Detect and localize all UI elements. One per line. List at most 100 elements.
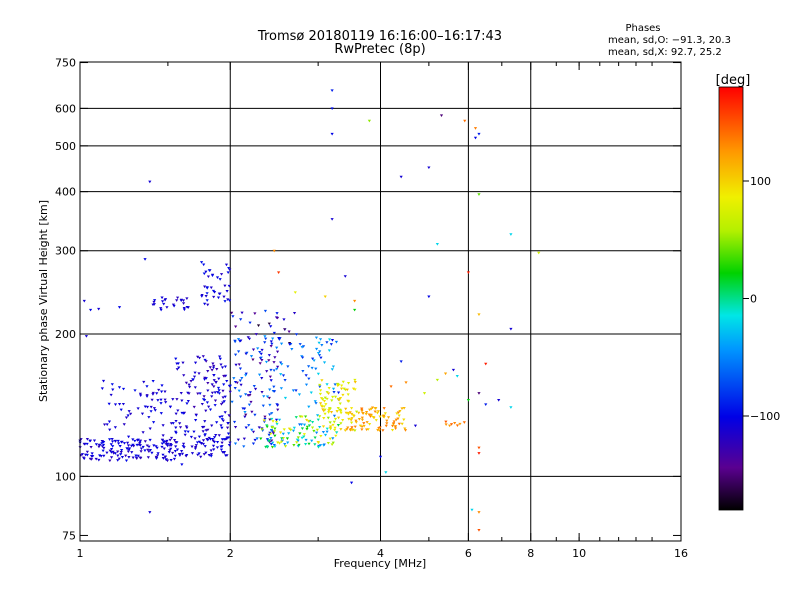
data-point	[203, 420, 207, 423]
data-point	[145, 405, 150, 409]
data-point	[208, 408, 213, 412]
data-point	[267, 396, 271, 400]
data-point	[269, 345, 273, 348]
data-point	[113, 403, 118, 406]
data-point	[292, 426, 296, 430]
data-point	[222, 451, 227, 454]
data-point	[328, 437, 332, 441]
data-point	[477, 446, 481, 450]
data-point	[175, 296, 180, 300]
data-point	[108, 438, 112, 441]
data-point	[319, 434, 323, 438]
data-point	[94, 457, 98, 461]
data-point	[339, 387, 344, 391]
data-point	[117, 402, 122, 406]
data-point	[397, 422, 401, 426]
data-point	[330, 399, 334, 403]
data-point	[331, 437, 335, 440]
data-point	[276, 441, 280, 445]
data-point	[208, 437, 213, 441]
data-point	[203, 433, 207, 436]
data-point	[206, 370, 210, 373]
data-point	[327, 349, 331, 352]
data-point	[222, 295, 226, 299]
data-point	[300, 415, 304, 419]
data-point	[211, 362, 215, 366]
data-point	[324, 403, 328, 406]
data-point	[328, 421, 332, 424]
data-point	[353, 378, 357, 382]
data-point	[248, 391, 252, 394]
data-point	[117, 386, 122, 389]
data-point	[322, 443, 326, 447]
data-point	[392, 422, 396, 425]
data-point	[444, 420, 448, 424]
data-point	[397, 414, 401, 418]
data-point	[298, 432, 302, 436]
data-point	[449, 423, 454, 426]
data-point	[222, 383, 226, 387]
data-point	[125, 447, 129, 450]
data-point	[243, 415, 247, 419]
data-point	[320, 379, 324, 382]
data-point	[227, 414, 231, 417]
data-point	[89, 458, 94, 461]
data-point	[186, 399, 190, 403]
data-point	[126, 450, 130, 454]
data-point	[212, 385, 216, 388]
data-point	[204, 429, 208, 432]
data-point	[181, 442, 186, 446]
x-tick-label: 1	[77, 547, 84, 560]
data-point	[188, 385, 192, 389]
data-point	[206, 381, 210, 385]
data-point	[317, 341, 321, 345]
data-point	[317, 354, 322, 357]
data-point	[321, 431, 326, 434]
data-point	[203, 358, 207, 362]
data-point	[327, 411, 331, 414]
phase-info-x: mean, sd,X: 92.7, 25.2	[608, 47, 722, 58]
data-point	[339, 428, 343, 431]
data-point	[89, 446, 93, 449]
data-point	[296, 436, 300, 439]
data-point	[169, 459, 173, 462]
data-point	[327, 408, 332, 412]
data-point	[325, 341, 329, 344]
data-point	[221, 401, 225, 405]
data-point	[186, 306, 190, 309]
data-point	[175, 398, 179, 401]
data-point	[232, 377, 236, 380]
data-point	[148, 180, 152, 184]
data-point	[321, 425, 326, 428]
data-point	[345, 388, 349, 392]
data-point	[228, 441, 232, 445]
data-point	[273, 445, 277, 448]
data-point	[304, 438, 308, 442]
data-point	[139, 450, 143, 453]
data-point	[258, 362, 262, 365]
data-point	[124, 454, 128, 458]
data-point	[127, 447, 132, 451]
data-point	[97, 458, 101, 462]
data-point	[256, 324, 261, 327]
data-point	[203, 445, 207, 448]
data-point	[327, 338, 332, 341]
data-point	[331, 387, 336, 391]
data-point	[268, 388, 272, 392]
data-point	[509, 233, 513, 236]
data-point	[325, 383, 329, 386]
data-point	[143, 440, 147, 443]
data-point	[238, 367, 243, 371]
data-point	[182, 308, 186, 312]
data-point	[277, 337, 281, 340]
data-point	[346, 399, 350, 403]
data-point	[147, 445, 151, 449]
data-point	[289, 428, 293, 432]
data-point	[223, 284, 227, 288]
data-point	[202, 395, 206, 398]
data-point	[196, 453, 200, 457]
data-point	[357, 417, 361, 421]
data-point	[166, 444, 170, 448]
data-point	[318, 389, 323, 392]
data-point	[376, 410, 381, 413]
